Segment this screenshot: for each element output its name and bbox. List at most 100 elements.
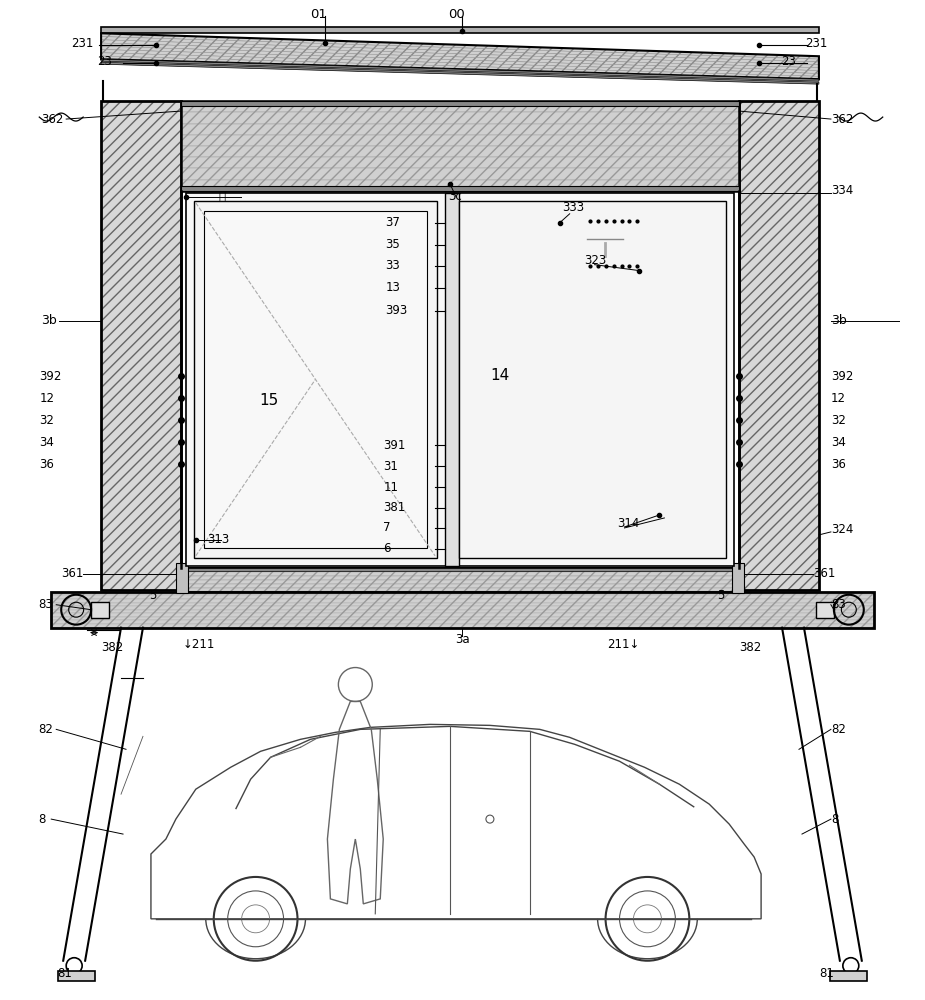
Polygon shape — [101, 50, 819, 73]
Polygon shape — [101, 40, 819, 65]
Text: 82: 82 — [38, 723, 53, 736]
Bar — [830, 971, 867, 981]
Text: 334: 334 — [831, 184, 853, 197]
Bar — [181, 572, 739, 576]
Bar — [176, 563, 188, 593]
Text: 12: 12 — [39, 392, 55, 405]
Text: 15: 15 — [259, 393, 278, 408]
Bar — [51, 613, 874, 617]
Polygon shape — [101, 56, 819, 79]
Polygon shape — [101, 33, 819, 59]
Bar — [101, 101, 181, 590]
Text: 水: 水 — [218, 190, 226, 203]
Text: 13: 13 — [385, 281, 401, 294]
Text: 231: 231 — [805, 37, 827, 50]
Bar — [181, 112, 739, 124]
Text: 32: 32 — [39, 414, 55, 427]
Bar — [733, 563, 744, 593]
Text: 36: 36 — [831, 458, 845, 471]
Text: 361: 361 — [813, 567, 835, 580]
Text: 82: 82 — [831, 723, 845, 736]
Text: 3a: 3a — [455, 633, 469, 646]
Text: 314: 314 — [618, 517, 640, 530]
Bar — [181, 168, 739, 180]
Bar — [181, 101, 739, 191]
Bar — [181, 101, 739, 112]
Bar — [51, 595, 874, 599]
Bar — [194, 201, 438, 558]
Text: 01: 01 — [310, 8, 327, 21]
Text: 81: 81 — [819, 967, 833, 980]
Text: 362: 362 — [42, 113, 64, 126]
Bar — [51, 592, 874, 628]
Text: 36: 36 — [39, 458, 55, 471]
Bar — [181, 124, 739, 135]
Polygon shape — [101, 53, 819, 76]
Bar — [181, 588, 739, 592]
Text: 7: 7 — [383, 521, 390, 534]
Text: ↓211: ↓211 — [183, 638, 216, 651]
Polygon shape — [101, 59, 819, 81]
Text: 83: 83 — [38, 598, 53, 611]
Bar — [181, 568, 739, 572]
Bar — [181, 157, 739, 168]
Text: 14: 14 — [490, 368, 510, 383]
Bar — [181, 135, 739, 146]
Bar — [186, 193, 734, 566]
Text: 8: 8 — [831, 813, 838, 826]
Bar — [181, 101, 739, 106]
Text: 323: 323 — [585, 254, 607, 267]
Bar — [51, 599, 874, 603]
Bar — [181, 180, 739, 191]
Text: 37: 37 — [385, 216, 401, 229]
Text: 381: 381 — [383, 501, 405, 514]
Bar — [101, 101, 181, 590]
Text: 00: 00 — [448, 8, 464, 21]
Text: 382: 382 — [739, 641, 761, 654]
Text: 382: 382 — [101, 641, 123, 654]
Text: 393: 393 — [385, 304, 408, 317]
Text: 3b: 3b — [42, 314, 57, 327]
Text: 5: 5 — [717, 589, 724, 602]
Polygon shape — [101, 46, 819, 71]
Text: 3b: 3b — [831, 314, 846, 327]
Text: 6: 6 — [383, 542, 390, 555]
Polygon shape — [101, 43, 819, 68]
Bar — [204, 211, 427, 548]
Bar — [51, 620, 874, 624]
Bar — [51, 624, 874, 628]
Bar — [51, 610, 874, 613]
Text: 33: 33 — [385, 259, 400, 272]
Text: 34: 34 — [39, 436, 55, 449]
Bar — [739, 101, 819, 590]
Bar — [181, 580, 739, 584]
Text: 35: 35 — [385, 238, 400, 251]
Text: 231: 231 — [71, 37, 93, 50]
Text: 324: 324 — [831, 523, 853, 536]
Bar — [51, 603, 874, 606]
Bar — [51, 592, 874, 595]
Bar — [459, 201, 726, 558]
Text: 34: 34 — [831, 436, 845, 449]
Text: 8: 8 — [38, 813, 45, 826]
Bar — [181, 568, 739, 571]
Text: 362: 362 — [831, 113, 853, 126]
Text: 361: 361 — [61, 567, 83, 580]
Text: 23: 23 — [97, 55, 112, 68]
Bar — [181, 576, 739, 580]
Bar — [92, 602, 109, 618]
Bar — [51, 606, 874, 610]
Text: 31: 31 — [383, 460, 398, 473]
Bar — [101, 27, 819, 33]
Bar — [181, 584, 739, 588]
Polygon shape — [101, 37, 819, 62]
Bar — [51, 617, 874, 620]
Text: 392: 392 — [831, 370, 853, 383]
Bar — [58, 971, 95, 981]
Polygon shape — [101, 62, 819, 84]
Bar — [445, 193, 459, 566]
Text: 23: 23 — [781, 55, 796, 68]
Bar — [816, 602, 833, 618]
Bar — [739, 101, 819, 590]
Text: 5: 5 — [149, 589, 156, 602]
